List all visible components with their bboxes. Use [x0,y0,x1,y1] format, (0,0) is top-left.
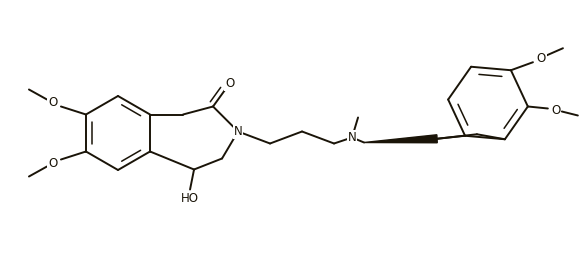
Polygon shape [364,135,437,143]
Text: O: O [48,157,58,170]
Text: O: O [536,52,545,65]
Text: HO: HO [181,192,199,205]
Text: O: O [551,104,561,117]
Text: O: O [225,77,235,90]
Text: N: N [347,131,356,144]
Text: O: O [48,96,58,109]
Text: N: N [234,125,242,138]
